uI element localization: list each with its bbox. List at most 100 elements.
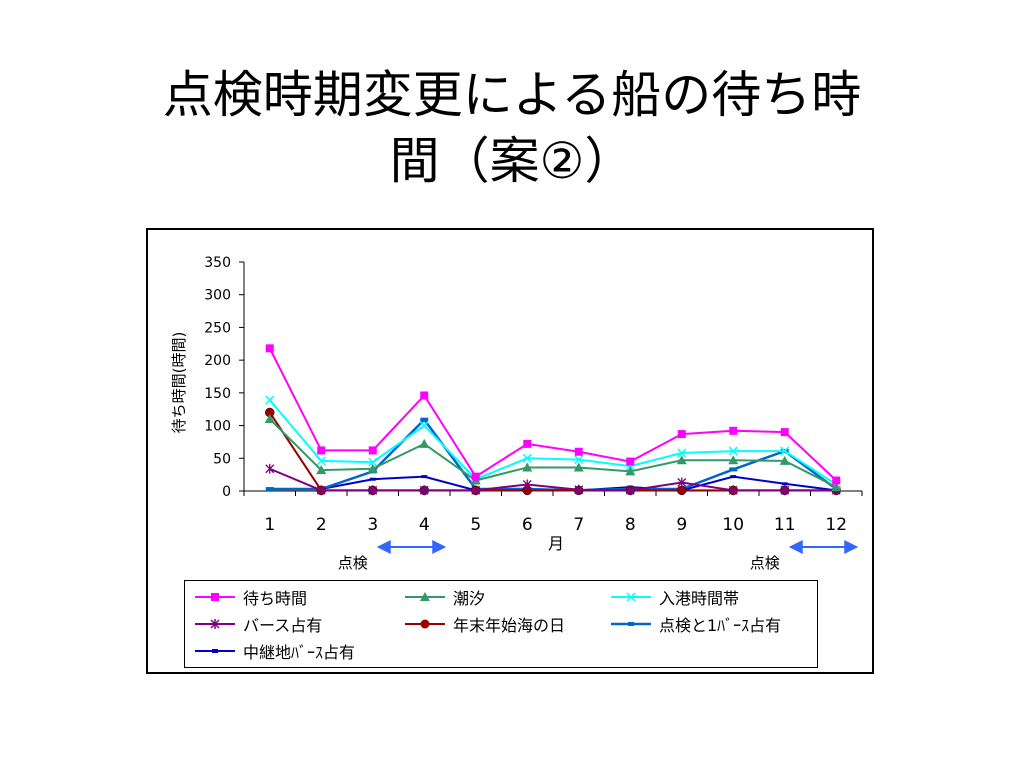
data-point — [368, 446, 377, 455]
x-tick-label: 9 — [676, 515, 687, 535]
data-point — [677, 448, 687, 458]
data-point — [316, 485, 326, 496]
square-line-icon — [195, 593, 235, 601]
y-axis-title: 待ち時間(時間) — [170, 332, 188, 434]
data-point — [677, 430, 686, 439]
y-tick-label: 100 — [204, 419, 231, 435]
data-point — [729, 467, 738, 472]
x-axis-title: 月 — [548, 534, 564, 553]
series-3 — [265, 463, 841, 496]
legend-label: 年末年始海の日 — [453, 616, 566, 635]
triangle-line-icon — [405, 592, 445, 601]
data-point — [730, 475, 737, 479]
legend-label: 入港時間帯 — [659, 589, 740, 608]
data-point — [368, 457, 378, 467]
slide-title-line2: 間（案②） — [389, 132, 635, 190]
data-point — [780, 446, 790, 456]
slide-title-line1: 点検時期変更による船の待ち時 — [162, 66, 862, 124]
legend-item: 点検と1ﾊﾞｰｽ占有 — [609, 611, 781, 637]
x-line-icon — [611, 592, 651, 602]
annotation-label: 点検 — [338, 554, 368, 572]
data-point — [265, 463, 275, 474]
y-tick-label: 50 — [213, 451, 231, 467]
data-point — [779, 455, 790, 465]
arrow-head-right — [844, 540, 859, 554]
x-tick-label: 6 — [522, 515, 533, 535]
legend-item: 入港時間帯 — [609, 584, 739, 610]
y-tick-label: 250 — [204, 320, 231, 336]
x-tick-label: 2 — [316, 515, 327, 535]
chart-legend: 待ち時間 潮汐 入港時間帯バース占有 年末年始海の日 点検と1ﾊﾞｰｽ占有中継地ﾊﾞｰｽ… — [184, 580, 818, 668]
legend-item: 年末年始海の日 — [403, 611, 565, 637]
legend-item: 潮汐 — [403, 584, 485, 610]
data-point — [728, 455, 739, 465]
arrow-head-right — [432, 540, 447, 554]
data-point — [522, 453, 532, 463]
x-tick-label: 7 — [573, 515, 584, 535]
series-line — [269, 467, 837, 492]
data-point — [316, 465, 327, 475]
slide-title: 点検時期変更による船の待ち時 間（案②） — [60, 62, 964, 194]
legend-label: バース占有 — [243, 616, 323, 635]
data-point — [265, 395, 275, 405]
legend-item: バース占有 — [193, 611, 322, 637]
data-point — [780, 428, 789, 437]
y-tick-label: 200 — [204, 353, 231, 369]
y-tick-label: 0 — [222, 484, 231, 500]
data-point — [677, 477, 687, 488]
data-point — [523, 439, 532, 448]
x-tick-label: 8 — [625, 515, 636, 535]
data-point — [729, 426, 738, 435]
data-point — [522, 462, 533, 472]
data-point — [781, 482, 788, 486]
annotation-1: 点検 — [750, 540, 859, 572]
x-tick-label: 12 — [825, 515, 847, 535]
data-point — [264, 414, 275, 424]
data-point — [369, 477, 376, 481]
data-point — [574, 455, 584, 465]
series-0 — [265, 344, 841, 485]
data-point — [471, 485, 481, 496]
arrow-head-left — [788, 540, 803, 554]
legend-item: 待ち時間 — [193, 584, 307, 610]
star-line-icon — [195, 619, 235, 629]
data-point — [419, 421, 429, 431]
data-point — [573, 462, 584, 472]
data-point — [522, 479, 532, 490]
legend-label: 待ち時間 — [243, 589, 308, 608]
y-tick-label: 300 — [204, 288, 231, 304]
data-point — [420, 391, 429, 400]
y-tick-label: 150 — [204, 386, 231, 402]
data-point — [471, 472, 480, 481]
series-1 — [264, 414, 842, 492]
annotation-0: 点検 — [338, 540, 447, 572]
data-point — [831, 482, 842, 492]
data-point — [368, 485, 378, 496]
arrow-head-left — [376, 540, 391, 554]
x-tick-label: 4 — [419, 515, 430, 535]
data-point — [419, 438, 430, 448]
legend-label: 点検と1ﾊﾞｰｽ占有 — [659, 616, 782, 635]
data-point — [728, 485, 738, 496]
data-point — [316, 456, 326, 466]
series-line — [269, 418, 837, 488]
data-point — [367, 463, 378, 473]
data-point — [265, 344, 274, 353]
circle-line-icon — [405, 619, 445, 629]
legend-item: 中継地ﾊﾞｰｽ占有 — [193, 638, 355, 664]
x-tick-label: 1 — [264, 515, 275, 535]
series-2 — [265, 395, 841, 489]
legend-label: 中継地ﾊﾞｰｽ占有 — [243, 643, 356, 662]
data-point — [625, 485, 635, 496]
dash-line-icon — [611, 622, 651, 626]
data-point — [728, 446, 738, 456]
x-tick-label: 5 — [470, 515, 481, 535]
data-point — [419, 485, 429, 496]
legend-label: 潮汐 — [453, 589, 486, 608]
data-point — [780, 485, 790, 496]
series-line — [268, 399, 837, 486]
data-point — [676, 455, 687, 465]
annotation-label: 点検 — [750, 554, 780, 572]
x-tick-label: 10 — [722, 515, 744, 535]
